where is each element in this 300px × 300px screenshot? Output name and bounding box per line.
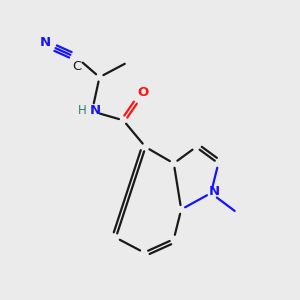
Text: O: O: [137, 86, 149, 99]
Text: N: N: [40, 36, 51, 49]
Text: C: C: [73, 60, 82, 73]
Text: N: N: [89, 104, 100, 117]
Text: H: H: [78, 104, 87, 117]
Text: N: N: [209, 185, 220, 198]
